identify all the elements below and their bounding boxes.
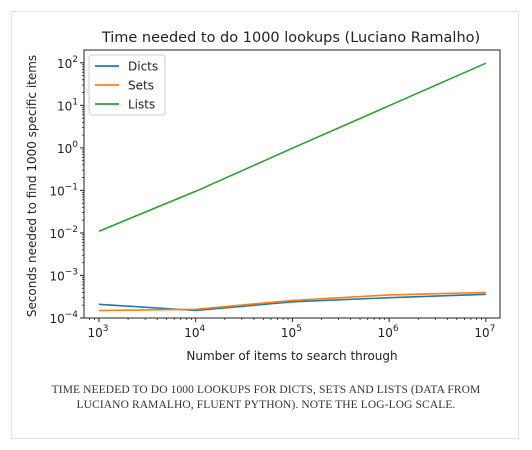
x-tick-label: 103	[87, 324, 108, 340]
x-tick-label-exponent: 4	[199, 324, 205, 334]
legend-box	[88, 54, 166, 116]
y-axis-label: Seconds needed to find 1000 specific ite…	[25, 55, 39, 317]
y-tick-label-exponent: 2	[72, 55, 78, 65]
y-tick-label-base: 10	[49, 184, 64, 198]
chart-title: Time needed to do 1000 lookups (Luciano …	[101, 30, 480, 46]
x-tick-label: 106	[378, 324, 399, 340]
legend: Dicts Sets Lists	[88, 54, 166, 116]
legend-label: Sets	[128, 79, 154, 93]
x-tick-label-exponent: 5	[296, 324, 302, 334]
y-tick-label: 10−1	[49, 182, 78, 198]
series-line-dicts	[98, 293, 486, 312]
figure-caption: TIME NEEDED TO DO 1000 LOOKUPS FOR DICTS…	[51, 384, 481, 411]
line-chart: Time needed to do 1000 lookups (Luciano …	[25, 30, 501, 363]
x-tick-label-base: 10	[378, 326, 393, 340]
series-line-lists	[98, 62, 487, 232]
x-tick-label-exponent: 7	[490, 324, 496, 334]
x-tick-label-base: 10	[281, 326, 296, 340]
x-tick-label: 107	[474, 324, 495, 340]
y-tick-label-exponent: 0	[72, 140, 78, 150]
x-tick-label: 105	[281, 324, 302, 340]
y-tick-label: 102	[57, 55, 78, 71]
y-tick-label: 101	[57, 97, 78, 113]
y-tick-label: 10−4	[49, 310, 78, 326]
x-axis-label: Number of items to search through	[186, 349, 397, 363]
y-tick-label-base: 10	[49, 269, 64, 283]
y-tick-label: 10−2	[49, 225, 78, 241]
y-tick-label-base: 10	[57, 99, 72, 113]
series-layer	[98, 62, 487, 312]
y-tick-label: 10−3	[49, 267, 78, 283]
y-tick-label-base: 10	[57, 142, 72, 156]
legend-label: Lists	[128, 98, 155, 112]
y-tick-label-exponent: 1	[72, 97, 78, 107]
series-line-sets	[98, 291, 486, 312]
legend-label: Dicts	[128, 60, 158, 74]
y-tick-label-exponent: −1	[65, 182, 78, 192]
y-tick-label: 100	[57, 140, 78, 156]
x-tick-label-base: 10	[474, 326, 489, 340]
y-tick-label-base: 10	[49, 312, 64, 326]
y-tick-label-base: 10	[57, 57, 72, 71]
x-tick-label-exponent: 6	[393, 324, 399, 334]
y-tick-label-base: 10	[49, 227, 64, 241]
y-tick-label-exponent: −3	[65, 267, 78, 277]
y-tick-label-exponent: −4	[65, 310, 79, 320]
x-tick-label-exponent: 3	[103, 324, 109, 334]
y-tick-label-exponent: −2	[65, 225, 78, 235]
x-tick-label: 104	[184, 324, 205, 340]
x-tick-label-base: 10	[184, 326, 199, 340]
x-tick-label-base: 10	[87, 326, 102, 340]
